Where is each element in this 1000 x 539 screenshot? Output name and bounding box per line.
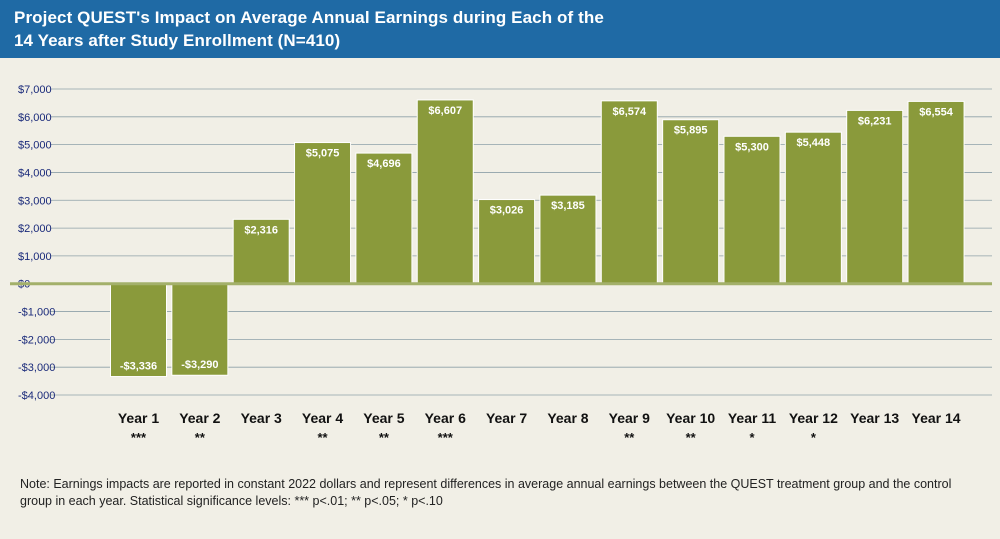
y-tick-label: $6,000 (18, 112, 52, 124)
bar-value-label: $6,554 (919, 106, 954, 118)
bar (846, 109, 904, 285)
x-tick-label: Year 1 (118, 410, 159, 426)
significance-marker: ** (317, 430, 328, 445)
bar-value-label: $2,316 (244, 224, 278, 236)
bar-value-label: $6,574 (612, 106, 647, 118)
bar-value-label: $6,607 (428, 105, 462, 117)
significance-marker: ** (624, 430, 635, 445)
bar-value-label: $3,026 (490, 205, 524, 217)
bars (110, 99, 965, 378)
bar (478, 199, 536, 285)
bar-value-label: $5,075 (306, 148, 340, 160)
bar (907, 100, 965, 285)
y-tick-label: $4,000 (18, 167, 52, 179)
chart-header: Project QUEST's Impact on Average Annual… (0, 0, 1000, 58)
x-tick-label: Year 2 (179, 410, 220, 426)
bar (723, 135, 781, 285)
y-tick-label: $2,000 (18, 223, 52, 235)
chart-title-line2: 14 Years after Study Enrollment (N=410) (14, 31, 341, 50)
x-tick-label: Year 13 (850, 410, 899, 426)
y-tick-label: $7,000 (18, 84, 52, 96)
bar-value-label: -$3,290 (181, 359, 218, 371)
y-tick-label: $5,000 (18, 140, 52, 152)
bar (416, 99, 474, 285)
significance-marker: * (811, 430, 817, 445)
bar-value-label: $4,696 (367, 158, 401, 170)
chart-title-line1: Project QUEST's Impact on Average Annual… (14, 8, 604, 27)
bar-value-label: $5,895 (674, 125, 708, 137)
x-tick-label: Year 4 (302, 410, 343, 426)
y-tick-label: $3,000 (18, 195, 52, 207)
y-tick-label: -$3,000 (18, 362, 55, 374)
bar (171, 283, 229, 376)
x-tick-label: Year 12 (789, 410, 838, 426)
significance-marker: ** (379, 430, 390, 445)
bar (294, 142, 352, 285)
significance-marker: *** (131, 430, 147, 445)
bar-value-label: $6,231 (858, 115, 892, 127)
x-tick-label: Year 9 (609, 410, 650, 426)
y-tick-label: -$1,000 (18, 307, 55, 319)
bar (539, 194, 597, 285)
bar (110, 283, 167, 378)
bar (784, 131, 842, 285)
y-tick-label: $1,000 (18, 251, 52, 263)
x-tick-label: Year 8 (547, 410, 588, 426)
bar-value-label: $3,185 (551, 200, 585, 212)
bar (600, 100, 658, 285)
x-tick-label: Year 11 (728, 410, 776, 426)
bar (662, 119, 720, 285)
x-tick-label: Year 10 (666, 410, 715, 426)
x-tick-label: Year 7 (486, 410, 527, 426)
x-tick-label: Year 14 (912, 410, 961, 426)
bar-value-label: $5,448 (797, 137, 831, 149)
x-tick-label: Year 6 (425, 410, 466, 426)
x-tick-label: Year 3 (241, 410, 282, 426)
y-tick-label: -$2,000 (18, 334, 55, 346)
bar-value-label: -$3,336 (120, 361, 157, 373)
y-tick-label: -$4,000 (18, 390, 55, 402)
bar-value-label: $5,300 (735, 141, 769, 153)
earnings-impact-bar-chart: $7,000 $6,000 $5,000 $4,000 $3,000 $2,000 $1,0… (10, 84, 992, 445)
bar (232, 218, 290, 285)
significance-marker: ** (686, 430, 697, 445)
value-labels: -$3,336 -$3,290 $2,316 $5,075 $4,696 $6,607 $3… (120, 105, 954, 373)
significance-marker: * (749, 430, 755, 445)
x-axis: Year 1***Year 2**Year 3 Year 4**Year 5**Y… (118, 410, 961, 445)
footnote: Note: Earnings impacts are reported in c… (20, 477, 952, 508)
significance-marker: ** (195, 430, 206, 445)
significance-marker: *** (438, 430, 454, 445)
y-axis: $7,000 $6,000 $5,000 $4,000 $3,000 $2,000 $1,0… (18, 84, 55, 402)
x-tick-label: Year 5 (363, 410, 404, 426)
bar (355, 152, 413, 285)
